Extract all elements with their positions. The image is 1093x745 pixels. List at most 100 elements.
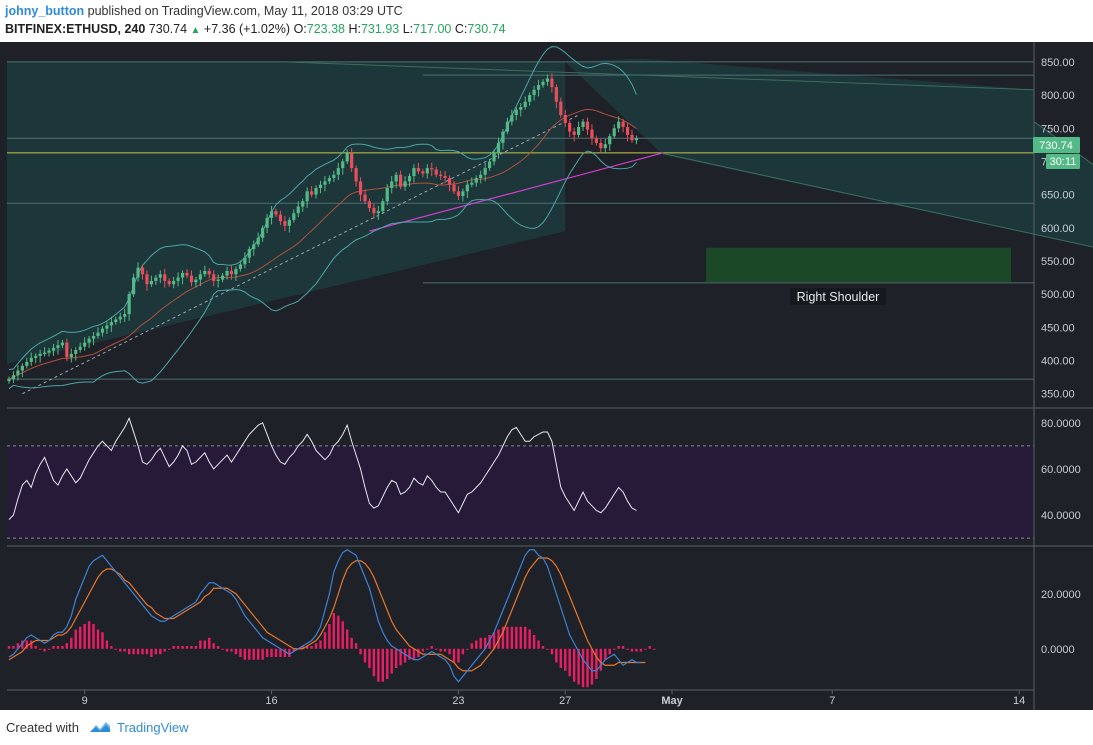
candle-body (399, 174, 403, 187)
published-text: published on TradingView.com, May 11, 20… (87, 4, 403, 18)
rsi-pane[interactable] (7, 416, 1034, 539)
rising-trendline (369, 152, 664, 232)
candle-body (278, 214, 283, 222)
macd-histogram-bar (176, 646, 180, 649)
candle-body (243, 257, 247, 265)
candle-body (149, 280, 153, 285)
candle-body (350, 153, 354, 169)
macd-histogram-bar (524, 626, 527, 649)
candle-body (430, 168, 434, 170)
candle-body (60, 342, 64, 346)
candle-body (114, 319, 118, 323)
macd-histogram-bar (577, 648, 580, 685)
macd-histogram-bar (70, 637, 73, 649)
created-with-text: Created with (6, 720, 79, 735)
candle-body (394, 174, 398, 182)
candle-body (189, 275, 194, 283)
candle-body (269, 211, 274, 218)
candle-body (229, 270, 234, 275)
candle-body (630, 134, 634, 141)
symbol-label[interactable]: BITFINEX:ETHUSD, 240 (5, 22, 146, 36)
candle-body (234, 268, 238, 275)
candle-body (91, 335, 96, 339)
candle-body (541, 81, 545, 86)
macd-histogram-bar (372, 648, 376, 677)
macd-histogram-bar (248, 648, 251, 660)
candle-body (109, 322, 113, 326)
rsi-line (8, 416, 637, 520)
candle-body (568, 122, 572, 132)
macd-histogram-bar (12, 646, 15, 649)
macd-histogram-bar (265, 648, 269, 657)
macd-histogram-bar (492, 632, 496, 649)
shoulder-projection-line (663, 121, 1093, 248)
y-tick-label: 0.0000 (1041, 644, 1075, 656)
macd-histogram-bar (136, 648, 140, 655)
candle-body (145, 274, 149, 285)
candle-body (167, 280, 171, 285)
macd-histogram-bar (421, 648, 425, 652)
macd-histogram-bar (181, 646, 184, 649)
tradingview-brand[interactable]: TradingView (117, 720, 189, 735)
macd-histogram-bar (154, 648, 158, 655)
candle-body (599, 142, 603, 149)
publish-line: johny_button published on TradingView.co… (5, 4, 403, 18)
macd-histogram-bar (234, 648, 238, 655)
macd-histogram-bar (457, 648, 460, 663)
target-zone-box (706, 247, 1011, 283)
macd-histogram-bar (403, 648, 407, 663)
candle-body (452, 184, 456, 192)
macd-histogram-bar (38, 648, 42, 650)
macd-histogram-bar (399, 648, 402, 666)
candle-body (198, 274, 202, 280)
macd-histogram-bar (604, 648, 607, 660)
macd-histogram-bar (163, 648, 166, 652)
x-tick-label: 7 (829, 695, 835, 707)
candle-body (301, 201, 305, 207)
macd-histogram-bar (56, 646, 60, 649)
candle-body (225, 270, 229, 276)
candle-body (465, 184, 469, 192)
tradingview-logo-icon[interactable] (88, 719, 112, 735)
price-pane[interactable] (7, 46, 1093, 395)
macd-histogram-bar (630, 648, 634, 652)
candle-body (140, 267, 145, 275)
macd-histogram-bar (555, 648, 558, 663)
candle-body (78, 346, 82, 350)
close-label: C: (454, 22, 468, 36)
author-link[interactable]: johny_button (5, 4, 85, 18)
candle-body (69, 353, 73, 358)
chart-canvas[interactable]: 850.00800.00750.00700.00650.00600.00550.… (0, 42, 1093, 710)
macd-histogram-bar (21, 640, 24, 649)
bollinger-lower-line (8, 150, 637, 390)
macd-histogram-bar (572, 648, 576, 682)
candle-body (581, 121, 585, 127)
candle-body (25, 361, 29, 366)
macd-histogram-bar (225, 648, 229, 652)
rsi-band (7, 445, 1034, 539)
x-tick-label: 9 (82, 695, 88, 707)
macd-histogram-bar (212, 643, 215, 649)
candle-body (496, 142, 501, 154)
up-arrow-icon: ▲ (190, 25, 201, 36)
macd-histogram-bar (537, 640, 540, 649)
high-label: H: (348, 22, 361, 36)
macd-histogram-bar (305, 646, 309, 649)
chart-header: johny_button published on TradingView.co… (0, 0, 1093, 42)
macd-histogram-bar (426, 648, 429, 650)
macd-histogram-bar (377, 648, 380, 682)
macd-pane[interactable] (7, 549, 656, 688)
candle-body (456, 191, 461, 196)
macd-histogram-bar (292, 648, 295, 652)
macd-histogram-bar (199, 640, 202, 649)
candle-body (16, 370, 20, 376)
candle-body (483, 168, 487, 175)
macd-histogram-bar (617, 646, 620, 649)
candle-body (479, 174, 483, 179)
axes: 850.00800.00750.00700.00650.00600.00550.… (7, 42, 1093, 710)
candle-body (488, 161, 492, 169)
macd-histogram-bar (190, 646, 193, 649)
y-tick-label: 60.0000 (1041, 464, 1081, 476)
macd-histogram-bar (203, 640, 206, 649)
candle-body (505, 121, 509, 132)
